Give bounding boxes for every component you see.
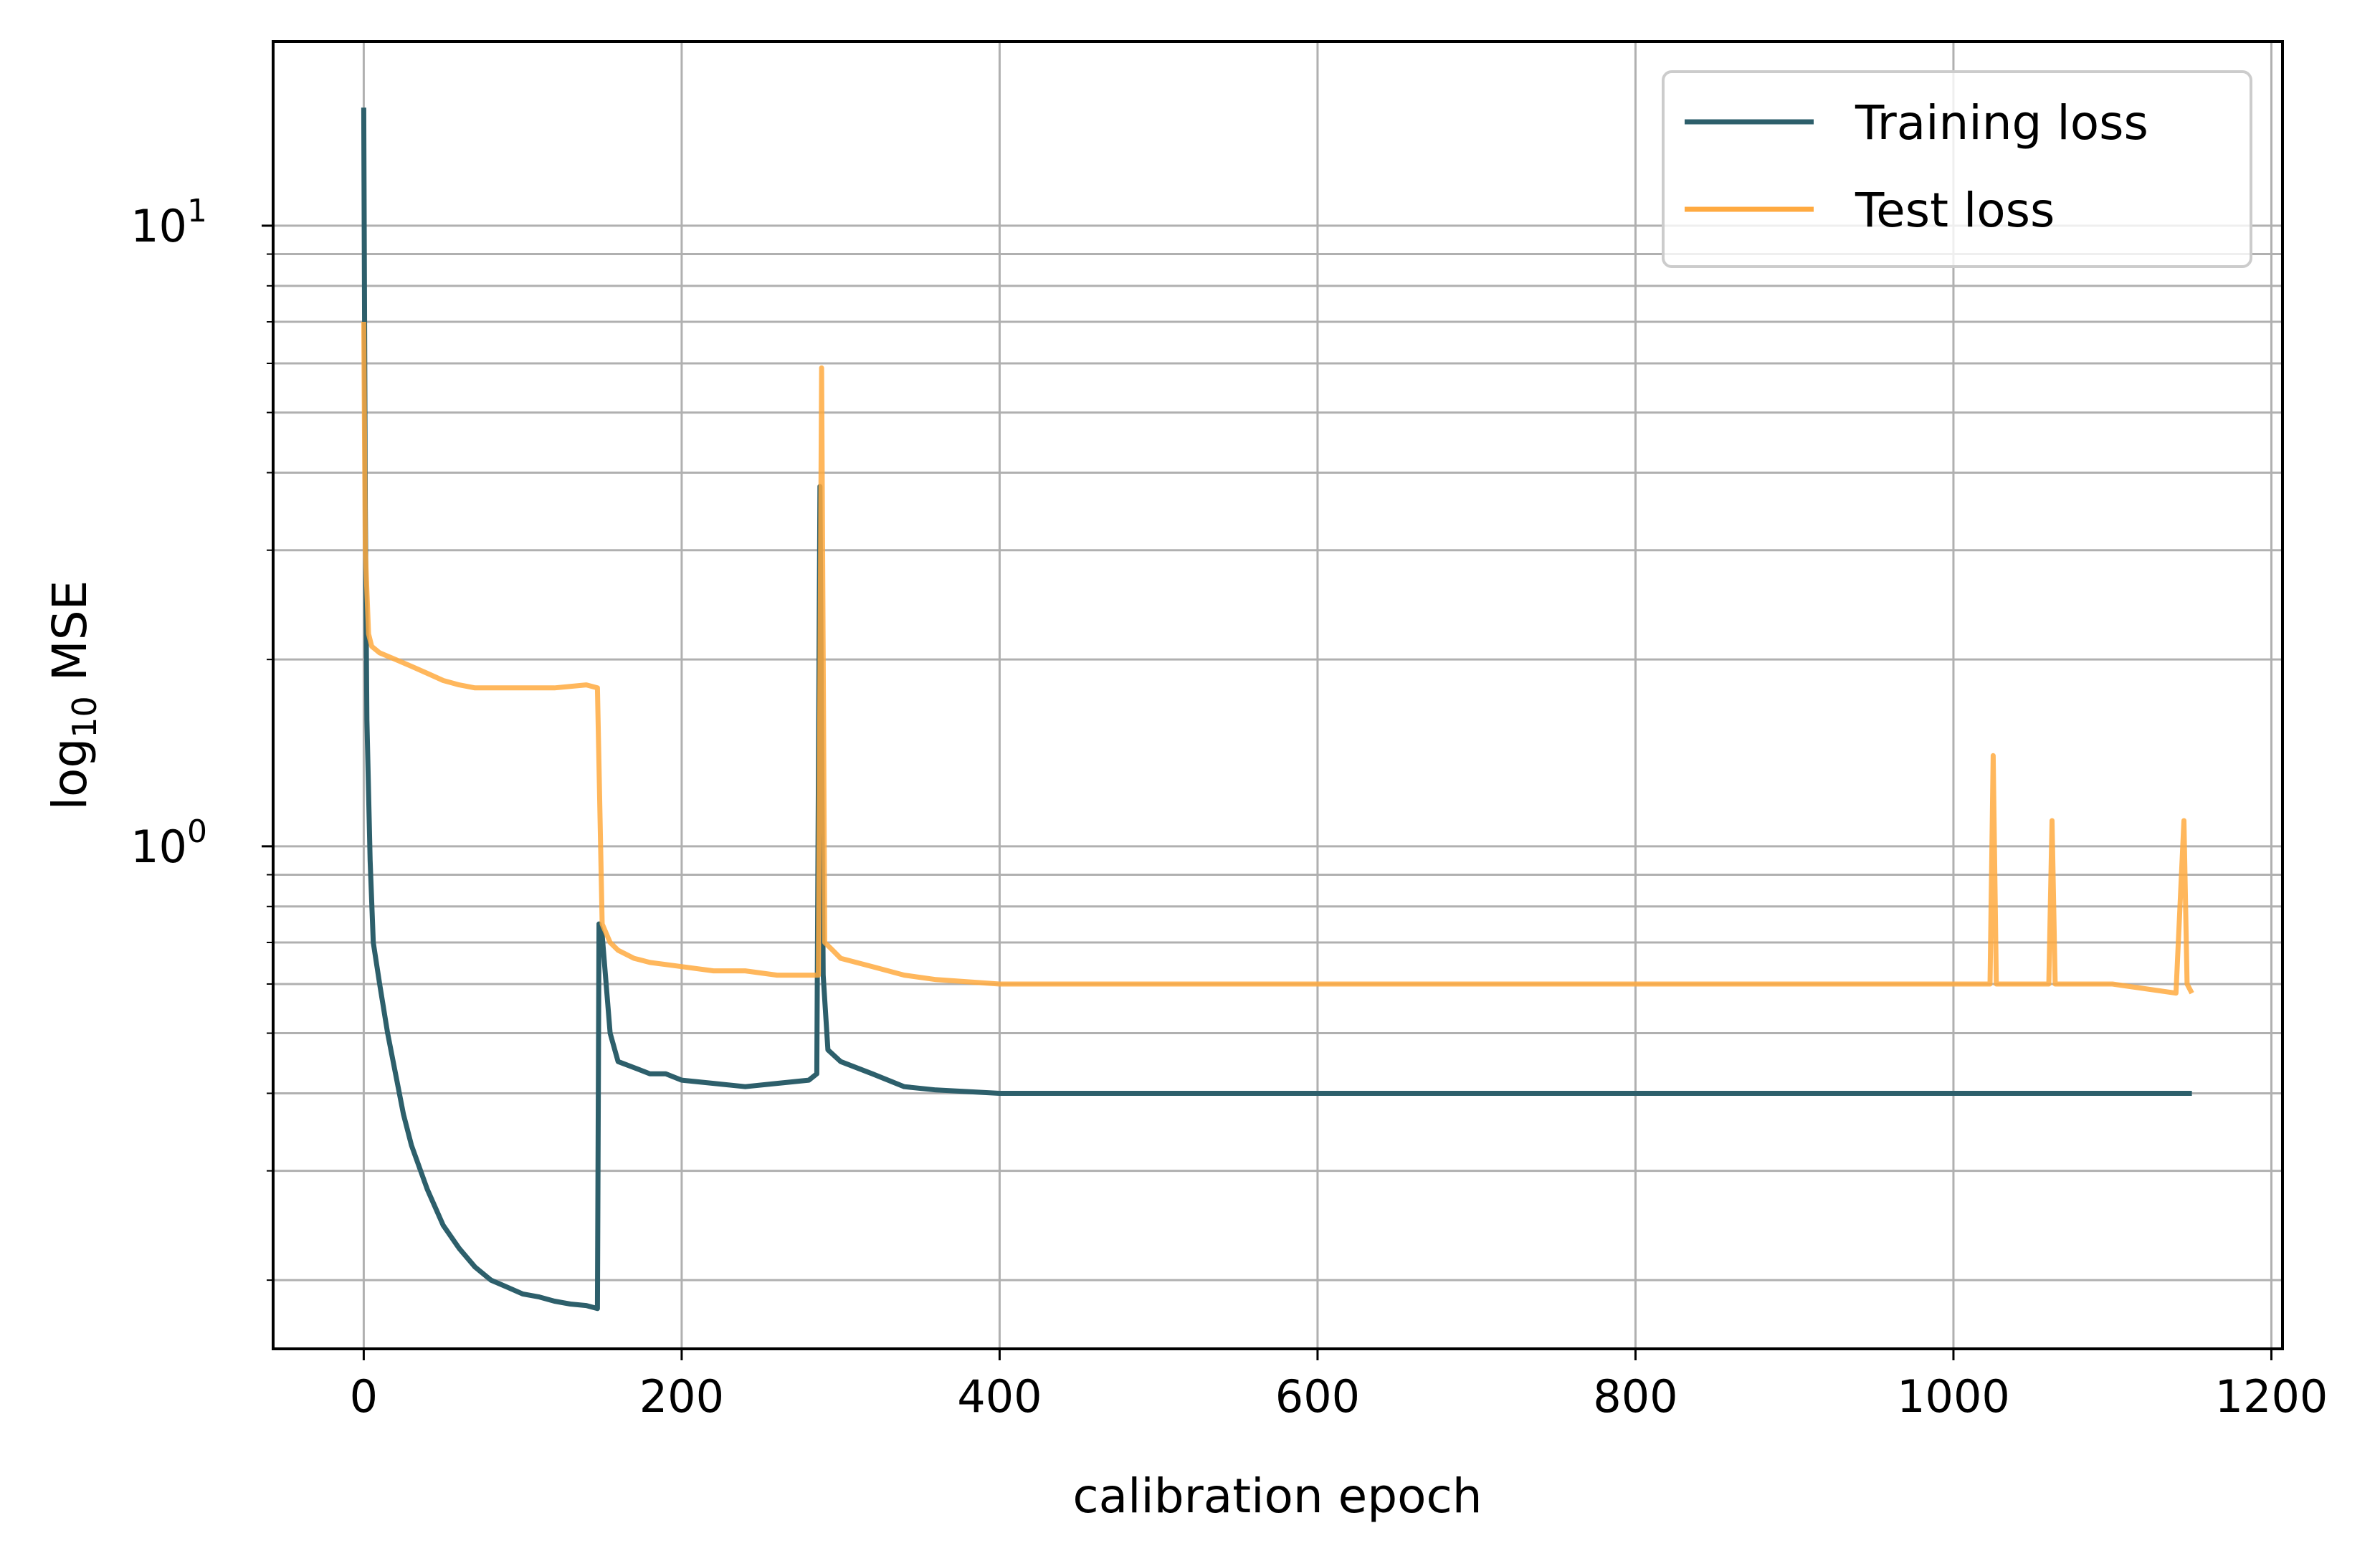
series-line-test-loss <box>361 321 2194 996</box>
y-tick-label: 100 <box>130 813 207 873</box>
x-tick-label: 1000 <box>1897 1370 2010 1423</box>
y-axis-label-subscript: 10 <box>65 696 104 738</box>
series-line-training-loss <box>361 108 2192 1312</box>
y-axis-label-log: log <box>42 738 97 811</box>
plot-frame <box>272 40 2284 1350</box>
series-layer <box>361 108 2194 1312</box>
x-tick-label: 0 <box>350 1370 378 1423</box>
x-axis: 0 200 400 600 800 1000 1200 <box>350 1349 2328 1423</box>
x-tick-label: 400 <box>957 1370 1042 1423</box>
x-axis-label: calibration epoch <box>1072 1469 1482 1524</box>
y-tick-label: 101 <box>130 193 207 252</box>
y-axis-label: log10 MSE <box>42 581 104 811</box>
x-tick-label: 200 <box>639 1370 724 1423</box>
y-tick-label-exponent: 0 <box>187 813 207 850</box>
y-tick-label-base: 10 <box>130 200 187 252</box>
x-tick-label: 800 <box>1593 1370 1677 1423</box>
y-tick-label-base: 10 <box>130 821 187 873</box>
x-tick-label: 1200 <box>2215 1370 2328 1423</box>
legend-label-training-loss: Training loss <box>1855 95 2148 151</box>
y-tick-label-exponent: 1 <box>187 193 207 229</box>
legend: Training loss Test loss <box>1662 70 2252 268</box>
legend-label-test-loss: Test loss <box>1855 183 2055 238</box>
y-axis-label-mse: MSE <box>42 581 97 697</box>
x-tick-label: 600 <box>1275 1370 1360 1423</box>
